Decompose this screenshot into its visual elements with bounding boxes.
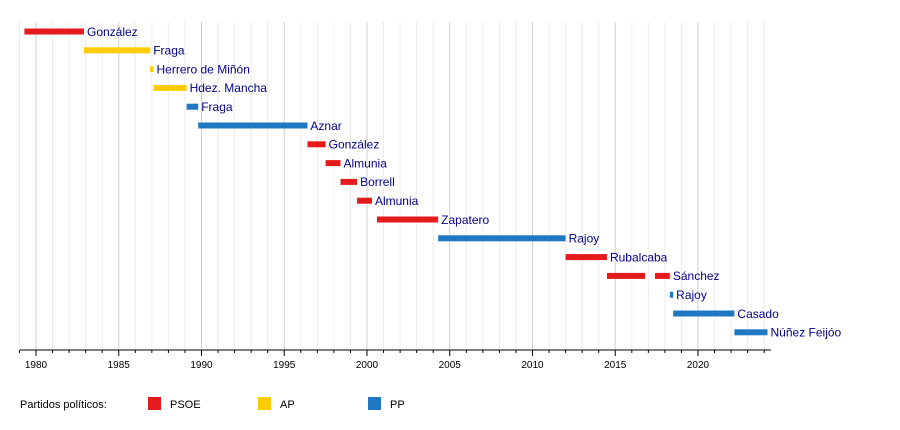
bar-label: Núñez Feijóo <box>771 326 842 340</box>
legend-swatch-psoe <box>148 397 161 410</box>
bar-pp <box>186 103 199 110</box>
bar-label: Sánchez <box>673 269 720 283</box>
bar-pp <box>438 235 566 242</box>
x-tick-label: 1990 <box>190 360 213 371</box>
bar-psoe <box>307 141 326 148</box>
bar-ap <box>83 47 151 54</box>
bar-psoe <box>565 254 607 261</box>
legend-label-ap: AP <box>280 399 295 411</box>
bar-label: Almunia <box>344 156 388 170</box>
bar-label: Rajoy <box>676 288 707 302</box>
bar-psoe <box>654 272 670 279</box>
bar-psoe <box>606 272 646 279</box>
bar-label: Fraga <box>201 100 233 114</box>
legend: Partidos políticos: PSOE AP PP <box>20 397 405 411</box>
legend-swatch-ap <box>258 397 271 410</box>
x-tick-label: 1985 <box>108 360 131 371</box>
bar-label: Herrero de Miñón <box>157 62 250 76</box>
bar-label: Fraga <box>153 44 185 58</box>
legend-label-pp: PP <box>390 399 405 411</box>
bar-label: Zapatero <box>441 213 489 227</box>
bar-pp <box>673 310 735 317</box>
bar-label: González <box>87 25 138 39</box>
x-tick-label: 2015 <box>604 360 627 371</box>
bar-label: Aznar <box>310 119 341 133</box>
x-tick-label: 1995 <box>273 360 296 371</box>
grid-lines <box>18 22 765 350</box>
bar-pp <box>669 291 674 298</box>
x-tick-label: 2000 <box>356 360 379 371</box>
bar-psoe <box>325 160 341 167</box>
x-tick-label: 2010 <box>521 360 544 371</box>
legend-title: Partidos políticos: <box>20 399 107 411</box>
bar-ap <box>150 66 154 73</box>
bar-label: Borrell <box>360 175 395 189</box>
bar-psoe <box>24 28 84 35</box>
x-tick-label: 2020 <box>687 360 710 371</box>
bar-psoe <box>340 178 358 185</box>
bar-psoe <box>376 216 439 223</box>
timeline-bars: González Fraga Herrero de Miñón Hdez. Manch… <box>24 25 842 340</box>
x-tick-label: 2005 <box>439 360 462 371</box>
bar-label: González <box>329 138 380 152</box>
x-tick-label: 1980 <box>25 360 48 371</box>
bar-label: Rajoy <box>569 232 600 246</box>
bar-pp <box>198 122 308 129</box>
bar-label: Casado <box>737 307 779 321</box>
legend-swatch-pp <box>368 397 381 410</box>
x-axis: 1980 1985 1990 1995 2000 2005 2010 2015 2020 <box>18 349 771 371</box>
legend-label-psoe: PSOE <box>170 399 201 411</box>
bar-psoe <box>357 197 372 204</box>
bar-pp <box>734 329 768 336</box>
bar-label: Almunia <box>375 194 419 208</box>
bar-label: Hdez. Mancha <box>190 81 268 95</box>
bar-ap <box>153 84 187 91</box>
bar-label: Rubalcaba <box>610 250 668 264</box>
